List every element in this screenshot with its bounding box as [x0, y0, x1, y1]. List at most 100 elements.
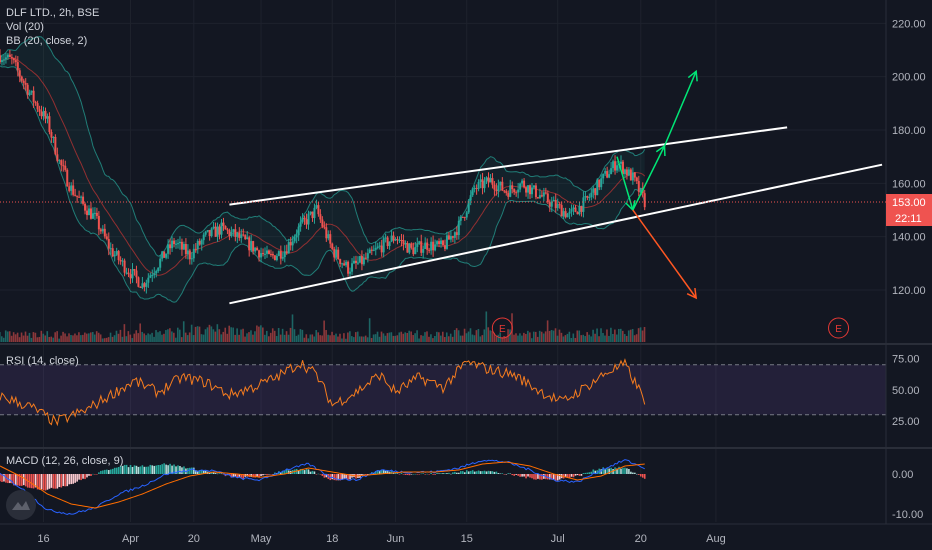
- candle-body: [22, 80, 25, 83]
- macd-histogram-bar: [608, 468, 610, 474]
- macd-histogram-bar: [153, 465, 156, 474]
- candle-body: [36, 103, 39, 110]
- macd-histogram-bar: [420, 473, 423, 475]
- volume-bar: [30, 337, 33, 342]
- volume-bar: [95, 331, 98, 342]
- volume-bar: [186, 335, 189, 342]
- macd-histogram-bar: [380, 470, 383, 474]
- trend-line[interactable]: [229, 126, 788, 206]
- candle-body: [264, 253, 267, 255]
- volume-bar: [157, 332, 159, 342]
- candle-body: [287, 242, 290, 254]
- volume-bar: [34, 332, 37, 342]
- volume-bar: [544, 331, 547, 342]
- volume-bar: [527, 330, 529, 342]
- macd-histogram-bar: [216, 473, 219, 475]
- volume-bar: [40, 330, 43, 342]
- macd-histogram-bar: [181, 467, 183, 474]
- macd-histogram-bar: [335, 474, 338, 481]
- candle-body: [220, 222, 223, 235]
- trend-line[interactable]: [229, 163, 883, 305]
- candle-body: [78, 196, 81, 198]
- macd-histogram-bar: [384, 470, 387, 474]
- macd-histogram-bar: [596, 470, 599, 474]
- macd-histogram-bar: [618, 466, 620, 474]
- macd-histogram-bar: [533, 474, 535, 480]
- candle-body: [495, 189, 498, 192]
- volume-bar: [204, 329, 207, 342]
- volume-bar: [109, 332, 112, 342]
- candle-body: [358, 256, 361, 263]
- candle-body: [101, 228, 104, 232]
- volume-bar: [42, 333, 45, 342]
- volume-bar: [190, 324, 193, 342]
- macd-histogram-bar: [125, 464, 128, 474]
- macd-histogram-bar: [339, 474, 341, 481]
- macd-histogram-bar: [62, 474, 65, 487]
- volume-bar: [135, 330, 138, 342]
- volume-bar: [230, 327, 232, 342]
- volume-bar: [325, 330, 327, 342]
- candle-body: [453, 232, 456, 238]
- volume-bar: [337, 336, 339, 342]
- candle-body: [627, 169, 630, 176]
- candle-body: [46, 116, 49, 119]
- candle-body: [202, 234, 205, 241]
- x-tick-label: Jun: [387, 533, 405, 545]
- candle-body: [341, 263, 344, 265]
- candle-body: [151, 274, 154, 276]
- arrow-line[interactable]: [663, 71, 697, 147]
- macd-histogram-bar: [82, 474, 84, 479]
- volume-bar: [459, 335, 462, 342]
- macd-histogram-bar: [282, 470, 284, 474]
- macd-histogram-bar: [509, 473, 512, 475]
- volume-bar: [202, 334, 205, 342]
- volume-bar: [184, 332, 187, 342]
- earnings-marker[interactable]: [491, 317, 513, 339]
- tradingview-logo[interactable]: [6, 490, 36, 520]
- macd-histogram-bar: [430, 473, 432, 474]
- candle-body: [390, 235, 393, 242]
- rsi-legend[interactable]: RSI (14, close): [6, 354, 79, 368]
- candle-body: [289, 242, 292, 246]
- volume-bar: [451, 336, 454, 342]
- volume-bar: [643, 326, 646, 342]
- bollinger-legend[interactable]: BB (20, close, 2): [6, 35, 88, 47]
- macd-histogram-bar: [586, 472, 589, 474]
- macd-histogram-bar: [489, 471, 492, 474]
- candle-body: [28, 92, 31, 95]
- candle-body: [277, 251, 280, 256]
- macd-histogram-bar: [88, 474, 90, 476]
- macd-histogram-bar: [363, 474, 365, 475]
- volume-bar: [64, 333, 66, 342]
- candle-body: [105, 236, 108, 239]
- volume-bar: [18, 337, 21, 342]
- macd-histogram-bar: [50, 474, 53, 488]
- macd-histogram-bar: [448, 472, 450, 474]
- macd-histogram-bar: [539, 474, 541, 480]
- candle-body: [198, 241, 201, 245]
- macd-histogram-bar: [523, 474, 525, 477]
- arrow-line[interactable]: [632, 145, 666, 211]
- candle-body: [315, 205, 318, 208]
- macd-histogram-bar: [212, 472, 215, 474]
- candle-body: [637, 181, 640, 192]
- earnings-marker[interactable]: [828, 317, 850, 339]
- candle-body: [562, 211, 565, 217]
- volume-legend[interactable]: Vol (20): [6, 21, 44, 33]
- volume-bar: [602, 332, 604, 342]
- candle-body: [436, 241, 439, 245]
- arrow-line[interactable]: [616, 156, 634, 211]
- candle-body: [420, 241, 423, 253]
- candle-body: [210, 228, 213, 237]
- macd-legend[interactable]: MACD (12, 26, close, 9): [6, 454, 123, 468]
- symbol-title[interactable]: DLF LTD., 2h, BSE: [6, 7, 100, 19]
- macd-histogram-bar: [115, 467, 118, 474]
- candle-body: [76, 195, 79, 197]
- last-price-badge[interactable]: [886, 194, 932, 210]
- macd-histogram-bar: [230, 474, 233, 478]
- arrow-line[interactable]: [632, 209, 697, 299]
- candle-body: [408, 243, 411, 253]
